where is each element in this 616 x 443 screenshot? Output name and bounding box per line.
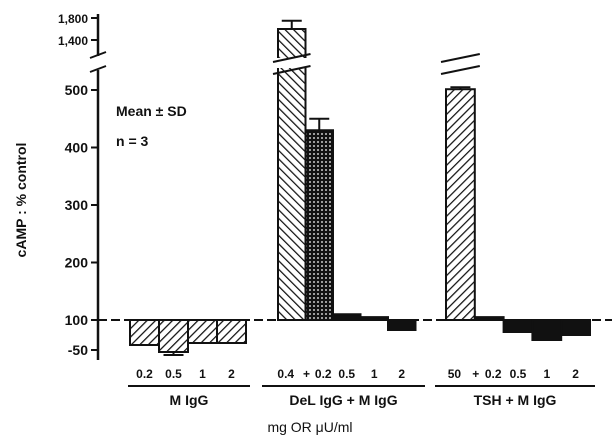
y-axis-label: cAMP : % control [13, 143, 29, 258]
bar-break [275, 58, 309, 68]
bar [304, 129, 334, 321]
bar [473, 316, 505, 321]
y-tick-label: 1,800 [58, 12, 88, 26]
bar [560, 319, 592, 336]
bar-break [272, 65, 311, 75]
joiner: + [303, 367, 310, 381]
bar-break [272, 53, 311, 63]
bar [502, 319, 534, 333]
x-tick-label: 0.5 [338, 367, 355, 381]
y-tick-label: 400 [65, 140, 89, 156]
x-tick-label: 2 [572, 367, 579, 381]
bar [445, 88, 476, 321]
x-tick-label: 0.5 [510, 367, 527, 381]
bar [216, 319, 247, 344]
y-tick-label: 1,400 [58, 34, 88, 48]
x-tick-label: 0.4 [277, 367, 294, 381]
y-tick-label: 500 [65, 82, 89, 98]
x-tick-label: 50 [448, 367, 462, 381]
bar [158, 319, 189, 353]
error-bar [309, 117, 330, 131]
bar [531, 319, 563, 341]
axis-break [89, 65, 107, 73]
annotation: n = 3 [116, 133, 149, 149]
bar [359, 316, 389, 321]
annotation: Mean ± SD [116, 103, 187, 119]
error-bar [281, 19, 302, 29]
x-tick-label: 1 [543, 367, 550, 381]
y-tick-label: 200 [65, 255, 89, 271]
bar [332, 313, 362, 321]
x-axis-label: mg OR μU/ml [267, 419, 352, 435]
y-tick-label: 100 [65, 312, 89, 328]
group-label: DeL IgG + M IgG [289, 392, 397, 408]
bar [129, 319, 160, 346]
x-tick-label: 0.2 [485, 367, 502, 381]
group-label: TSH + M IgG [474, 392, 557, 408]
joiner: + [472, 367, 479, 381]
error-bar [450, 86, 471, 90]
x-tick-label: 0.5 [165, 367, 182, 381]
bar-break [440, 53, 481, 63]
group-label: M IgG [170, 392, 209, 408]
x-tick-label: 1 [371, 367, 378, 381]
bar-break [440, 65, 481, 75]
y-tick-label: -50 [68, 342, 88, 358]
bar-break [443, 58, 478, 68]
bar [187, 319, 218, 344]
y-tick-label: 300 [65, 197, 89, 213]
x-tick-label: 1 [199, 367, 206, 381]
x-tick-label: 0.2 [315, 367, 332, 381]
axis-break [89, 51, 107, 59]
x-tick-label: 2 [228, 367, 235, 381]
error-bar [163, 352, 184, 356]
bar [387, 319, 417, 331]
bar [277, 28, 307, 321]
x-tick-label: 2 [398, 367, 405, 381]
x-tick-label: 0.2 [136, 367, 153, 381]
